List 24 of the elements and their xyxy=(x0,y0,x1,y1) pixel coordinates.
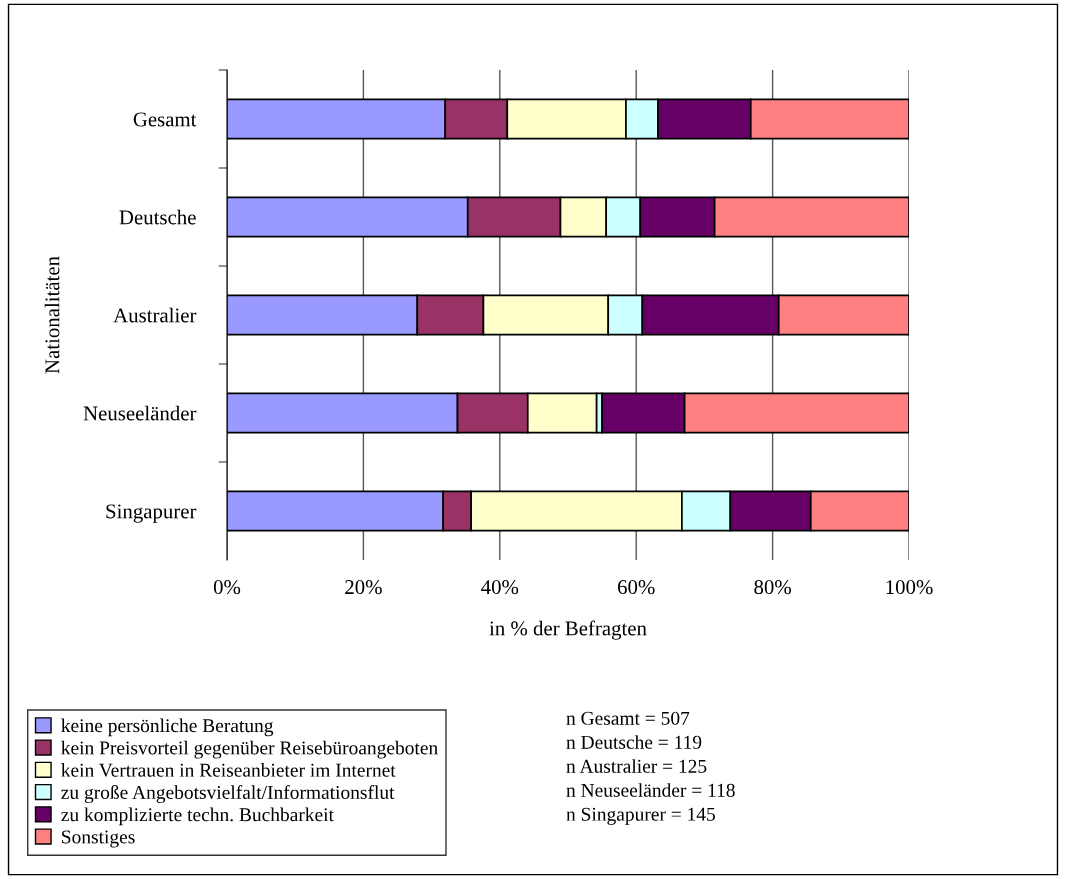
legend-label: zu komplizierte techn. Buchbarkeit xyxy=(61,807,334,826)
legend-label: kein Vertrauen in Reiseanbieter im Internet xyxy=(61,763,396,777)
text: n Singapurer = 145 xyxy=(566,807,715,825)
y-tick-label: Australier xyxy=(113,307,197,323)
x-tick-label: 0% xyxy=(213,580,241,595)
x-tick-label: 60% xyxy=(618,580,655,595)
y-tick-label: Deutsche xyxy=(119,209,196,225)
text: n Neuseeländer = 118 xyxy=(566,783,735,797)
x-tick-label: 100% xyxy=(886,580,933,595)
x-tick-label: 80% xyxy=(754,580,791,595)
x-axis-title: in % der Befragten xyxy=(489,620,647,640)
x-tick-label: 20% xyxy=(345,580,382,595)
legend-label: kein Preisvorteil gegenüber Reisebüroangeboten xyxy=(61,740,438,759)
legend-label: zu große Angebotsvielfalt/Informationsflut xyxy=(61,785,395,803)
legend-label: keine persönliche Beratung xyxy=(61,718,274,737)
text: n Australier = 125 xyxy=(566,759,707,773)
x-tick-label: 40% xyxy=(481,580,519,595)
y-axis-title: Nationalitäten xyxy=(44,256,60,374)
text: n Gesamt = 507 xyxy=(566,711,690,725)
y-tick-label: Singapurer xyxy=(106,504,197,523)
legend-label: Sonstiges xyxy=(62,830,135,848)
text: n Deutsche = 119 xyxy=(566,735,702,749)
y-tick-label: Neuseeländer xyxy=(83,405,197,421)
y-tick-label: Gesamt xyxy=(133,112,197,127)
